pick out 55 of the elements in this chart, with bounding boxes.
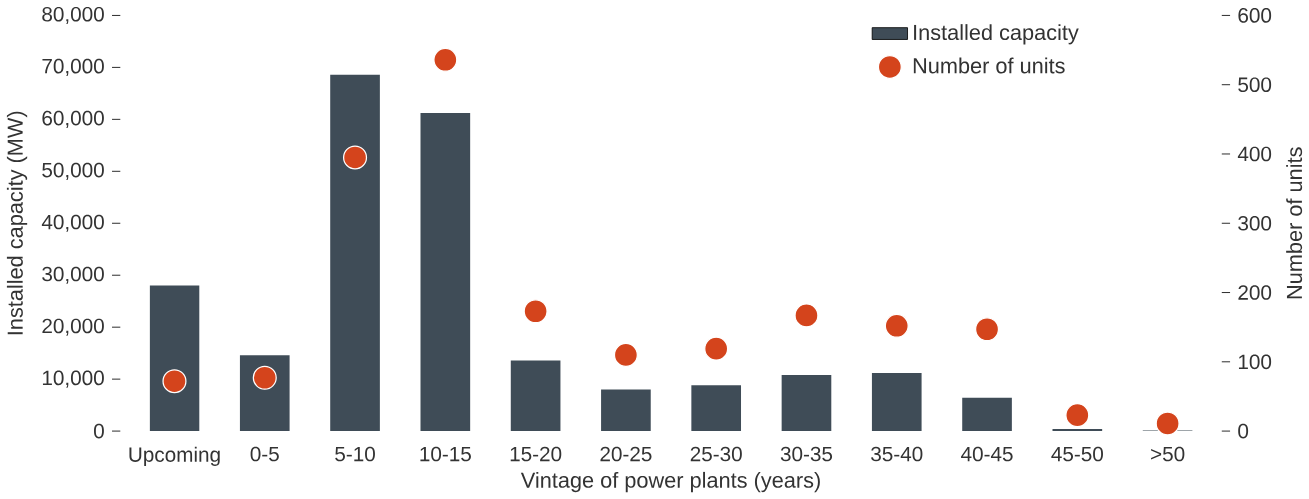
y2-tick-label: 0: [1238, 423, 1249, 439]
point: [433, 47, 458, 72]
point: [613, 342, 638, 367]
point: [1065, 403, 1090, 428]
bar: [962, 397, 1012, 432]
x-tick-label: 10-15: [420, 446, 471, 462]
y-tick-label: 30,000: [42, 266, 104, 284]
point: [1155, 411, 1180, 436]
y2-tick-label: 200: [1238, 285, 1272, 300]
y-tick-label: 0: [94, 423, 104, 439]
y2-tick-label: 500: [1238, 77, 1272, 93]
point: [704, 336, 729, 361]
point: [523, 299, 548, 324]
y2-tick-label: 300: [1238, 215, 1272, 231]
x-tick-label: Upcoming: [129, 446, 220, 466]
x-tick-label: 5-10: [335, 446, 375, 462]
point: [794, 303, 819, 328]
bar: [420, 113, 471, 432]
bar: [781, 374, 832, 432]
y-tick-label: 10,000: [42, 370, 104, 388]
y2-tick-label: 400: [1237, 146, 1272, 162]
bar: [510, 360, 561, 432]
x-tick-label: 0-5: [250, 446, 279, 462]
bar: [871, 372, 922, 432]
point: [162, 369, 187, 394]
y2-axis-title: Number of units: [1286, 147, 1303, 299]
x-tick-label: 35-40: [871, 446, 923, 462]
bar: [330, 74, 380, 432]
y-tick-label: 70,000: [42, 58, 104, 76]
x-tick-label: 45-50: [1051, 446, 1103, 462]
x-axis-title: Vintage of power plants (years): [520, 471, 820, 493]
bar: [691, 385, 742, 432]
point: [342, 145, 368, 170]
x-tick-label: 40-45: [961, 446, 1013, 462]
x-tick-label: >50: [1151, 446, 1185, 462]
y-tick-label: 20,000: [42, 318, 104, 336]
y-tick-label: 40,000: [41, 214, 104, 232]
y-axis-title: Installed capacity (MW): [6, 111, 28, 335]
y-tick-label: 80,000: [42, 6, 104, 24]
bar: [1052, 428, 1103, 432]
legend-label: Number of units: [913, 57, 1065, 74]
bar: [601, 389, 651, 432]
point: [974, 317, 1000, 342]
y-tick-label: 50,000: [42, 162, 104, 180]
y2-tick-label: 600: [1238, 8, 1272, 23]
point: [884, 313, 909, 338]
y-tick-label: 60,000: [42, 110, 104, 128]
x-tick-label: 20-25: [600, 446, 652, 462]
x-tick-label: 25-30: [690, 446, 742, 462]
bar: [149, 285, 200, 432]
point: [252, 365, 277, 390]
x-tick-label: 30-35: [780, 446, 833, 462]
x-tick-label: 15-20: [510, 446, 562, 462]
y2-tick-label: 100: [1238, 354, 1272, 370]
legend-label: Installed capacity: [914, 24, 1079, 45]
